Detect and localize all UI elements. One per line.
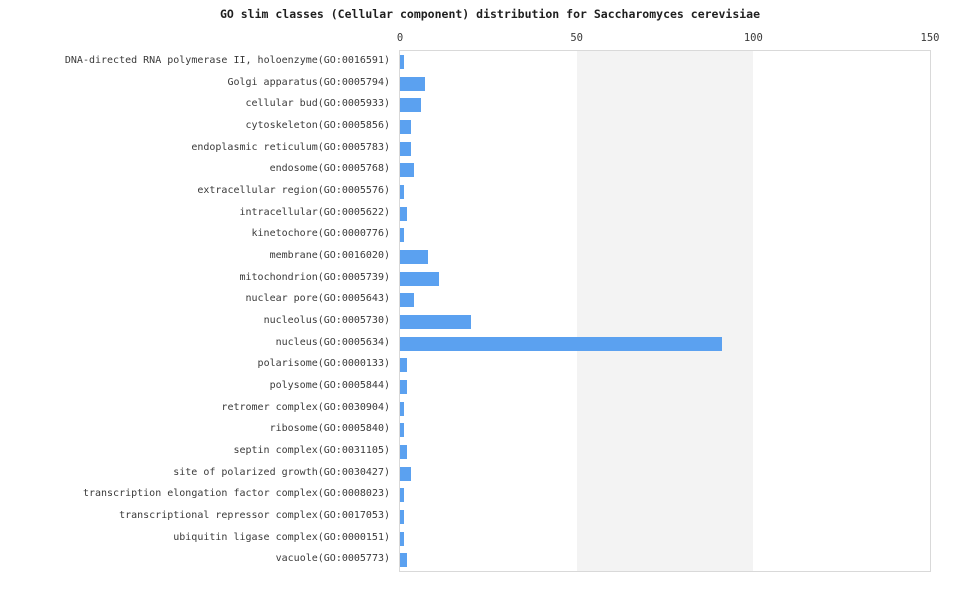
category-label: kinetochore(GO:0000776): [251, 228, 390, 240]
category-label: intracellular(GO:0005622): [239, 206, 390, 218]
bar: [400, 314, 471, 329]
bar: [400, 466, 411, 481]
bar: [400, 293, 415, 308]
chart-title: GO slim classes (Cellular component) dis…: [219, 7, 761, 21]
category-label: endoplasmic reticulum(GO:0005783): [191, 141, 390, 153]
bar: [400, 336, 722, 351]
bar: [400, 358, 408, 373]
category-label: nucleus(GO:0005634): [275, 336, 390, 348]
category-label: membrane(GO:0016020): [269, 250, 390, 261]
category-label: transcription elongation factor complex(…: [82, 488, 390, 500]
category-label: endosome(GO:0005768): [269, 163, 390, 175]
category-label: Golgi apparatus(GO:0005794): [227, 76, 390, 88]
category-label: ribosome(GO:0005840): [269, 423, 390, 435]
bar: [400, 119, 411, 134]
grid-band: [576, 51, 754, 571]
category-label: nucleolus(GO:0005730): [263, 315, 390, 326]
category-label: cellular bud(GO:0005933): [245, 98, 391, 110]
bar: [400, 98, 422, 113]
category-label: site of polarized growth(GO:0030427): [173, 466, 390, 478]
bar: [400, 423, 404, 438]
category-label: polysome(GO:0005844): [269, 380, 390, 391]
bar: [400, 206, 408, 221]
x-tick-label: 150: [920, 32, 940, 44]
category-label: DNA-directed RNA polymerase II, holoenzy…: [64, 55, 390, 66]
bar: [400, 76, 425, 91]
category-label: transcriptional repressor complex(GO:001…: [119, 510, 390, 521]
bar: [400, 228, 404, 243]
category-label: nuclear pore(GO:0005643): [245, 293, 391, 305]
bar: [400, 444, 408, 459]
bar: [400, 379, 408, 394]
x-tick-label: 100: [743, 32, 763, 44]
category-label: vacuole(GO:0005773): [275, 553, 390, 565]
plot-area: [399, 50, 931, 572]
x-tick-label: 0: [396, 32, 404, 44]
bar: [400, 184, 404, 199]
bar: [400, 488, 404, 503]
category-label: mitochondrion(GO:0005739): [239, 271, 390, 283]
category-label: polarisome(GO:0000133): [257, 358, 390, 370]
bar: [400, 141, 411, 156]
bar: [400, 249, 429, 264]
category-label: ubiquitin ligase complex(GO:0000151): [173, 531, 390, 543]
bar: [400, 163, 415, 178]
bar: [400, 531, 404, 546]
bar: [400, 271, 439, 286]
category-label: extracellular region(GO:0005576): [197, 185, 390, 196]
category-label: retromer complex(GO:0030904): [221, 401, 390, 413]
bar: [400, 509, 404, 524]
x-tick-label: 50: [570, 32, 583, 44]
category-label: septin complex(GO:0031105): [233, 445, 390, 456]
category-label: cytoskeleton(GO:0005856): [245, 120, 391, 131]
bar: [400, 553, 408, 568]
bar: [400, 54, 404, 69]
bar: [400, 401, 404, 416]
